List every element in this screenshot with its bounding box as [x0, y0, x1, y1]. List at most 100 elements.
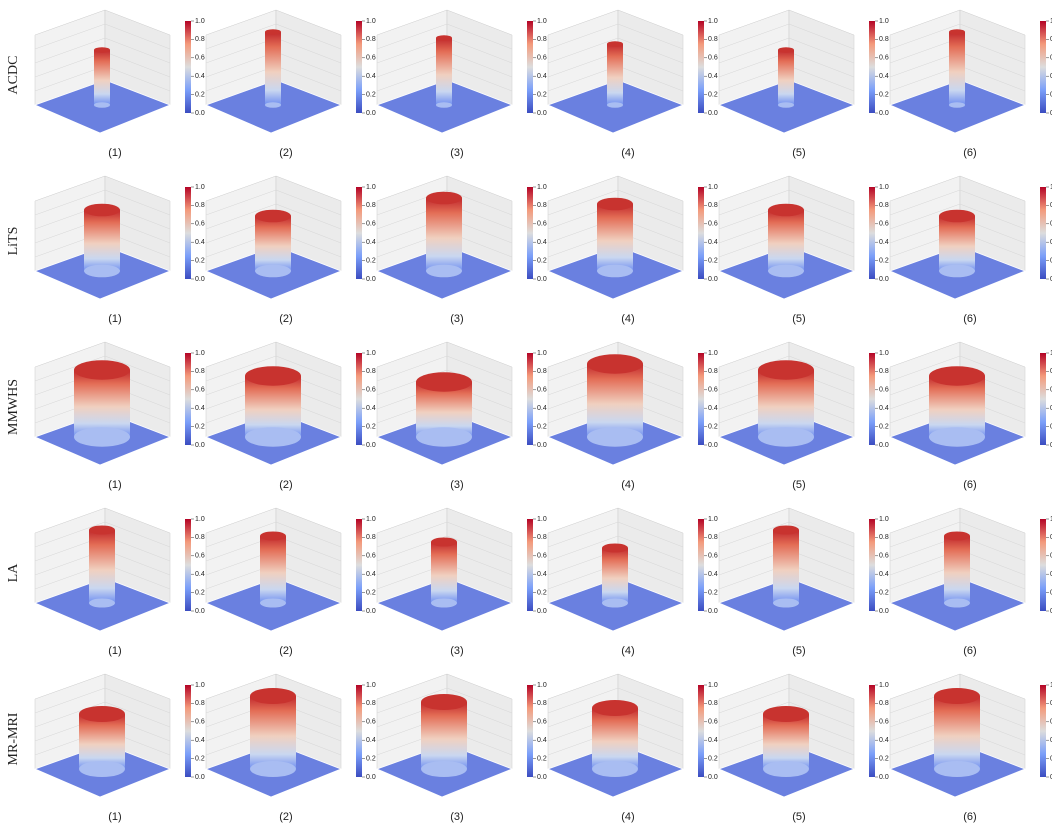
- surface-base: [94, 102, 110, 108]
- colorbar-tick-label: 1.0: [537, 516, 547, 523]
- colorbar-tick-label: 0.4: [1050, 571, 1052, 578]
- grid-line: [34, 189, 171, 216]
- grid-line: [889, 521, 1026, 548]
- grid-line: [718, 687, 855, 714]
- colorbar-tick-label: 0.8: [195, 700, 205, 707]
- surface: [768, 210, 804, 271]
- surface-plot: [888, 9, 1027, 134]
- surface-plot: [375, 673, 514, 798]
- colorbar-tick-label: 0.2: [537, 589, 547, 596]
- colorbar-tick-label: 0.2: [366, 91, 376, 98]
- colorbar: [698, 21, 704, 113]
- colorbar-tick-label: 0.0: [879, 110, 889, 117]
- surface-plot: [717, 341, 856, 466]
- colorbar-tick-label: 1.0: [1050, 184, 1052, 191]
- surface-base: [939, 264, 975, 278]
- colorbar-tick-label: 0.8: [366, 368, 376, 375]
- surface: [602, 548, 628, 603]
- colorbar-tick-label: 0.6: [537, 719, 547, 726]
- surface: [592, 708, 638, 769]
- colorbar-tick-label: 0.0: [366, 110, 376, 117]
- colorbar-tick-label: 0.0: [195, 110, 205, 117]
- colorbar-tick-label: 0.2: [1050, 589, 1052, 596]
- colorbar-tick-label: 0.6: [708, 221, 718, 228]
- colorbar: [356, 685, 362, 777]
- colorbar-tick-label: 0.6: [537, 553, 547, 560]
- colorbar-tick-label: 0.8: [879, 202, 889, 209]
- colorbar-tick-label: 0.2: [1050, 423, 1052, 430]
- colorbar-tick-label: 0.2: [195, 423, 205, 430]
- surface-top: [929, 366, 985, 386]
- colorbar-tick-label: 0.4: [537, 737, 547, 744]
- surface: [763, 714, 809, 769]
- colorbar-tick-label: 0.4: [1050, 239, 1052, 246]
- colorbar: [185, 353, 191, 445]
- colorbar-tick-label: 0.4: [537, 405, 547, 412]
- surface-top: [426, 191, 462, 205]
- grid-line: [547, 189, 684, 216]
- colorbar-tick-label: 0.8: [366, 534, 376, 541]
- colorbar-tick-label: 0.8: [537, 36, 547, 43]
- grid-line: [889, 687, 1026, 714]
- colorbar-tick-label: 0.8: [195, 534, 205, 541]
- colorbar-tick-label: 0.2: [708, 755, 718, 762]
- colorbar-tick-label: 0.0: [879, 608, 889, 615]
- surface-plot: [375, 9, 514, 134]
- panel-label: (1): [108, 147, 121, 159]
- colorbar-tick-label: 0.6: [537, 221, 547, 228]
- panel-label: (1): [108, 645, 121, 657]
- colorbar-tick-label: 0.4: [366, 571, 376, 578]
- colorbar-tick-label: 1.0: [195, 350, 205, 357]
- surface: [773, 530, 799, 603]
- surface-base: [929, 427, 985, 447]
- panel-label: (3): [450, 147, 463, 159]
- colorbar-tick-label: 0.0: [537, 276, 547, 283]
- surface-base: [426, 264, 462, 278]
- grid-line: [547, 535, 684, 562]
- colorbar: [356, 519, 362, 611]
- surface-top: [597, 197, 633, 211]
- surface-plot: [33, 9, 172, 134]
- grid-line: [34, 701, 171, 728]
- surface-top: [436, 35, 452, 41]
- colorbar-tick-label: 0.0: [708, 774, 718, 781]
- colorbar-tick-label: 0.4: [195, 73, 205, 80]
- colorbar-tick-label: 0.2: [708, 589, 718, 596]
- colorbar-tick-label: 0.8: [1050, 534, 1052, 541]
- panel-label: (1): [108, 479, 121, 491]
- grid-line: [376, 369, 513, 396]
- surface: [245, 376, 301, 437]
- panel-label: (3): [450, 645, 463, 657]
- surface-base: [79, 760, 125, 778]
- colorbar: [356, 187, 362, 279]
- surface-top: [949, 29, 965, 35]
- colorbar-tick-label: 0.2: [366, 589, 376, 596]
- colorbar-tick-label: 0.0: [1050, 276, 1052, 283]
- colorbar-tick-label: 1.0: [195, 184, 205, 191]
- colorbar-tick-label: 0.6: [1050, 221, 1052, 228]
- colorbar-tick-label: 0.0: [879, 774, 889, 781]
- panel-label: (5): [792, 147, 805, 159]
- colorbar: [527, 187, 533, 279]
- colorbar-tick-label: 0.2: [708, 257, 718, 264]
- colorbar-tick-label: 0.0: [708, 276, 718, 283]
- surface: [607, 44, 623, 105]
- surface: [89, 530, 115, 603]
- grid-line: [376, 687, 513, 714]
- surface-base: [245, 427, 301, 447]
- colorbar-tick-label: 0.6: [879, 221, 889, 228]
- surface: [436, 38, 452, 105]
- surface: [265, 32, 281, 105]
- grid-line: [547, 23, 684, 50]
- colorbar-tick-label: 0.8: [1050, 700, 1052, 707]
- colorbar: [527, 685, 533, 777]
- colorbar: [356, 353, 362, 445]
- colorbar-tick-label: 1.0: [537, 350, 547, 357]
- surface: [939, 216, 975, 271]
- colorbar-tick-label: 1.0: [879, 18, 889, 25]
- surface-base: [89, 598, 115, 608]
- surface-plot: [375, 341, 514, 466]
- surface-base: [758, 427, 814, 447]
- grid-line: [205, 521, 342, 548]
- colorbar-tick-label: 0.6: [195, 221, 205, 228]
